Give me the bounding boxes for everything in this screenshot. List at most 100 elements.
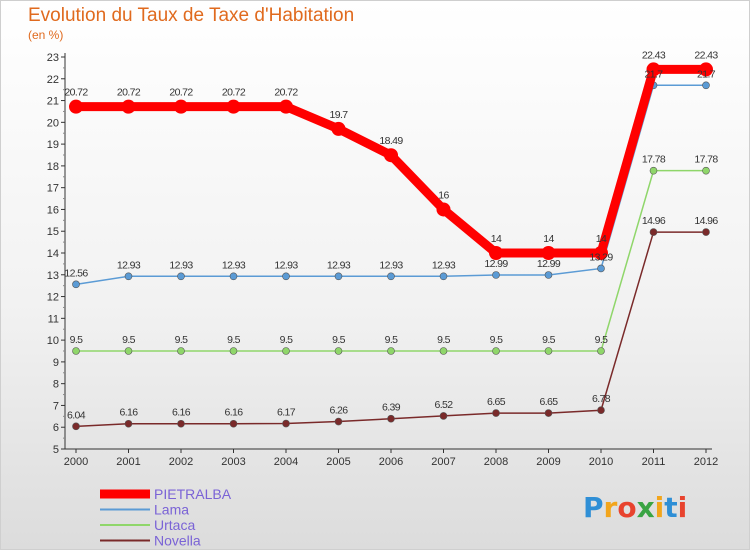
data-label: 13.29: [589, 251, 613, 263]
legend-label-urtaca: Urtaca: [154, 517, 195, 533]
y-tick-label: 19: [47, 139, 59, 151]
data-point: [597, 347, 605, 355]
data-point: [544, 409, 553, 417]
y-tick-label: 14: [47, 248, 59, 260]
data-label: 22.43: [642, 49, 666, 61]
data-point: [649, 228, 658, 236]
y-tick-label: 5: [53, 444, 59, 456]
y-tick-label: 17: [47, 183, 59, 195]
x-tick-label: 2008: [484, 456, 508, 468]
data-label: 9.5: [175, 334, 189, 346]
data-point: [124, 347, 133, 355]
logo-letter: t: [664, 491, 677, 524]
legend-label-pietralba: PIETRALBA: [154, 486, 232, 502]
data-point: [124, 419, 133, 428]
data-label: 6.65: [539, 396, 558, 408]
data-point: [492, 271, 500, 279]
data-point: [121, 99, 136, 114]
data-point: [124, 272, 133, 281]
data-label: 20.72: [169, 87, 193, 99]
data-label: 14.96: [694, 215, 718, 227]
data-point: [177, 347, 185, 355]
data-label: 9.5: [122, 334, 136, 346]
data-point: [594, 246, 608, 260]
data-label: 6.78: [592, 393, 611, 405]
data-point: [492, 409, 500, 417]
data-point: [282, 419, 290, 428]
data-point: [439, 412, 448, 420]
data-label: 6.52: [434, 399, 453, 411]
data-label: 20.72: [222, 87, 246, 99]
data-label: 21.7: [644, 68, 663, 80]
data-point: [72, 347, 80, 355]
data-label: 9.5: [490, 334, 504, 346]
y-tick-label: 13: [47, 270, 59, 282]
data-label: 12.56: [64, 267, 88, 279]
x-tick-label: 2002: [169, 456, 193, 468]
y-tick-label: 23: [47, 52, 59, 64]
data-label: 12.93: [274, 259, 298, 271]
data-point: [436, 202, 451, 217]
y-tick-label: 18: [47, 161, 59, 173]
y-tick-label: 6: [53, 422, 59, 434]
y-tick-label: 16: [47, 204, 59, 216]
y-tick-label: 12: [47, 292, 59, 304]
data-point: [72, 422, 80, 431]
x-tick-label: 2005: [326, 456, 350, 468]
data-label: 14: [596, 233, 607, 245]
chart-subtitle: (en %): [28, 28, 64, 42]
data-point: [489, 246, 503, 260]
data-label: 14: [543, 233, 554, 245]
data-point: [439, 347, 448, 355]
data-label: 16: [438, 189, 449, 201]
data-point: [282, 272, 290, 281]
data-point: [174, 99, 188, 114]
y-tick-label: 20: [47, 117, 59, 129]
data-label: 9.5: [385, 334, 399, 346]
data-label: 14: [491, 233, 502, 245]
data-label: 21.7: [697, 68, 716, 80]
x-tick-label: 2001: [116, 456, 140, 468]
y-tick-label: 15: [47, 226, 59, 238]
data-label: 9.5: [332, 334, 346, 346]
y-tick-label: 21: [47, 96, 59, 108]
y-tick-label: 10: [47, 335, 59, 347]
logo-letter: i: [655, 491, 665, 524]
data-label: 19.7: [329, 109, 348, 121]
data-label: 6.39: [382, 402, 401, 414]
data-point: [649, 166, 658, 175]
data-point: [177, 419, 185, 428]
data-point: [492, 347, 500, 355]
data-label: 9.5: [542, 334, 556, 346]
data-label: 12.93: [222, 259, 246, 271]
data-label: 6.04: [67, 409, 86, 421]
data-point: [72, 280, 80, 289]
data-label: 12.99: [537, 258, 561, 270]
data-label: 17.78: [642, 154, 666, 166]
data-label: 12.93: [432, 259, 456, 271]
x-tick-label: 2006: [379, 456, 403, 468]
data-label: 14.96: [642, 215, 666, 227]
data-point: [544, 271, 553, 279]
data-point: [229, 419, 238, 428]
data-label: 9.5: [595, 334, 609, 346]
data-label: 20.72: [274, 87, 298, 99]
data-point: [387, 272, 395, 281]
legend-label-novella: Novella: [154, 533, 201, 549]
data-label: 6.16: [119, 407, 138, 419]
y-tick-label: 11: [48, 313, 59, 325]
data-point: [702, 81, 710, 90]
data-point: [699, 62, 713, 77]
data-label: 9.5: [227, 334, 241, 346]
data-point: [702, 166, 710, 175]
data-label: 9.5: [437, 334, 451, 346]
data-point: [384, 148, 398, 163]
data-point: [544, 347, 553, 355]
data-label: 12.93: [117, 259, 141, 271]
x-tick-label: 2007: [431, 456, 455, 468]
data-label: 12.99: [484, 258, 508, 270]
data-label: 9.5: [70, 334, 84, 346]
data-point: [69, 99, 83, 114]
data-point: [439, 272, 448, 281]
